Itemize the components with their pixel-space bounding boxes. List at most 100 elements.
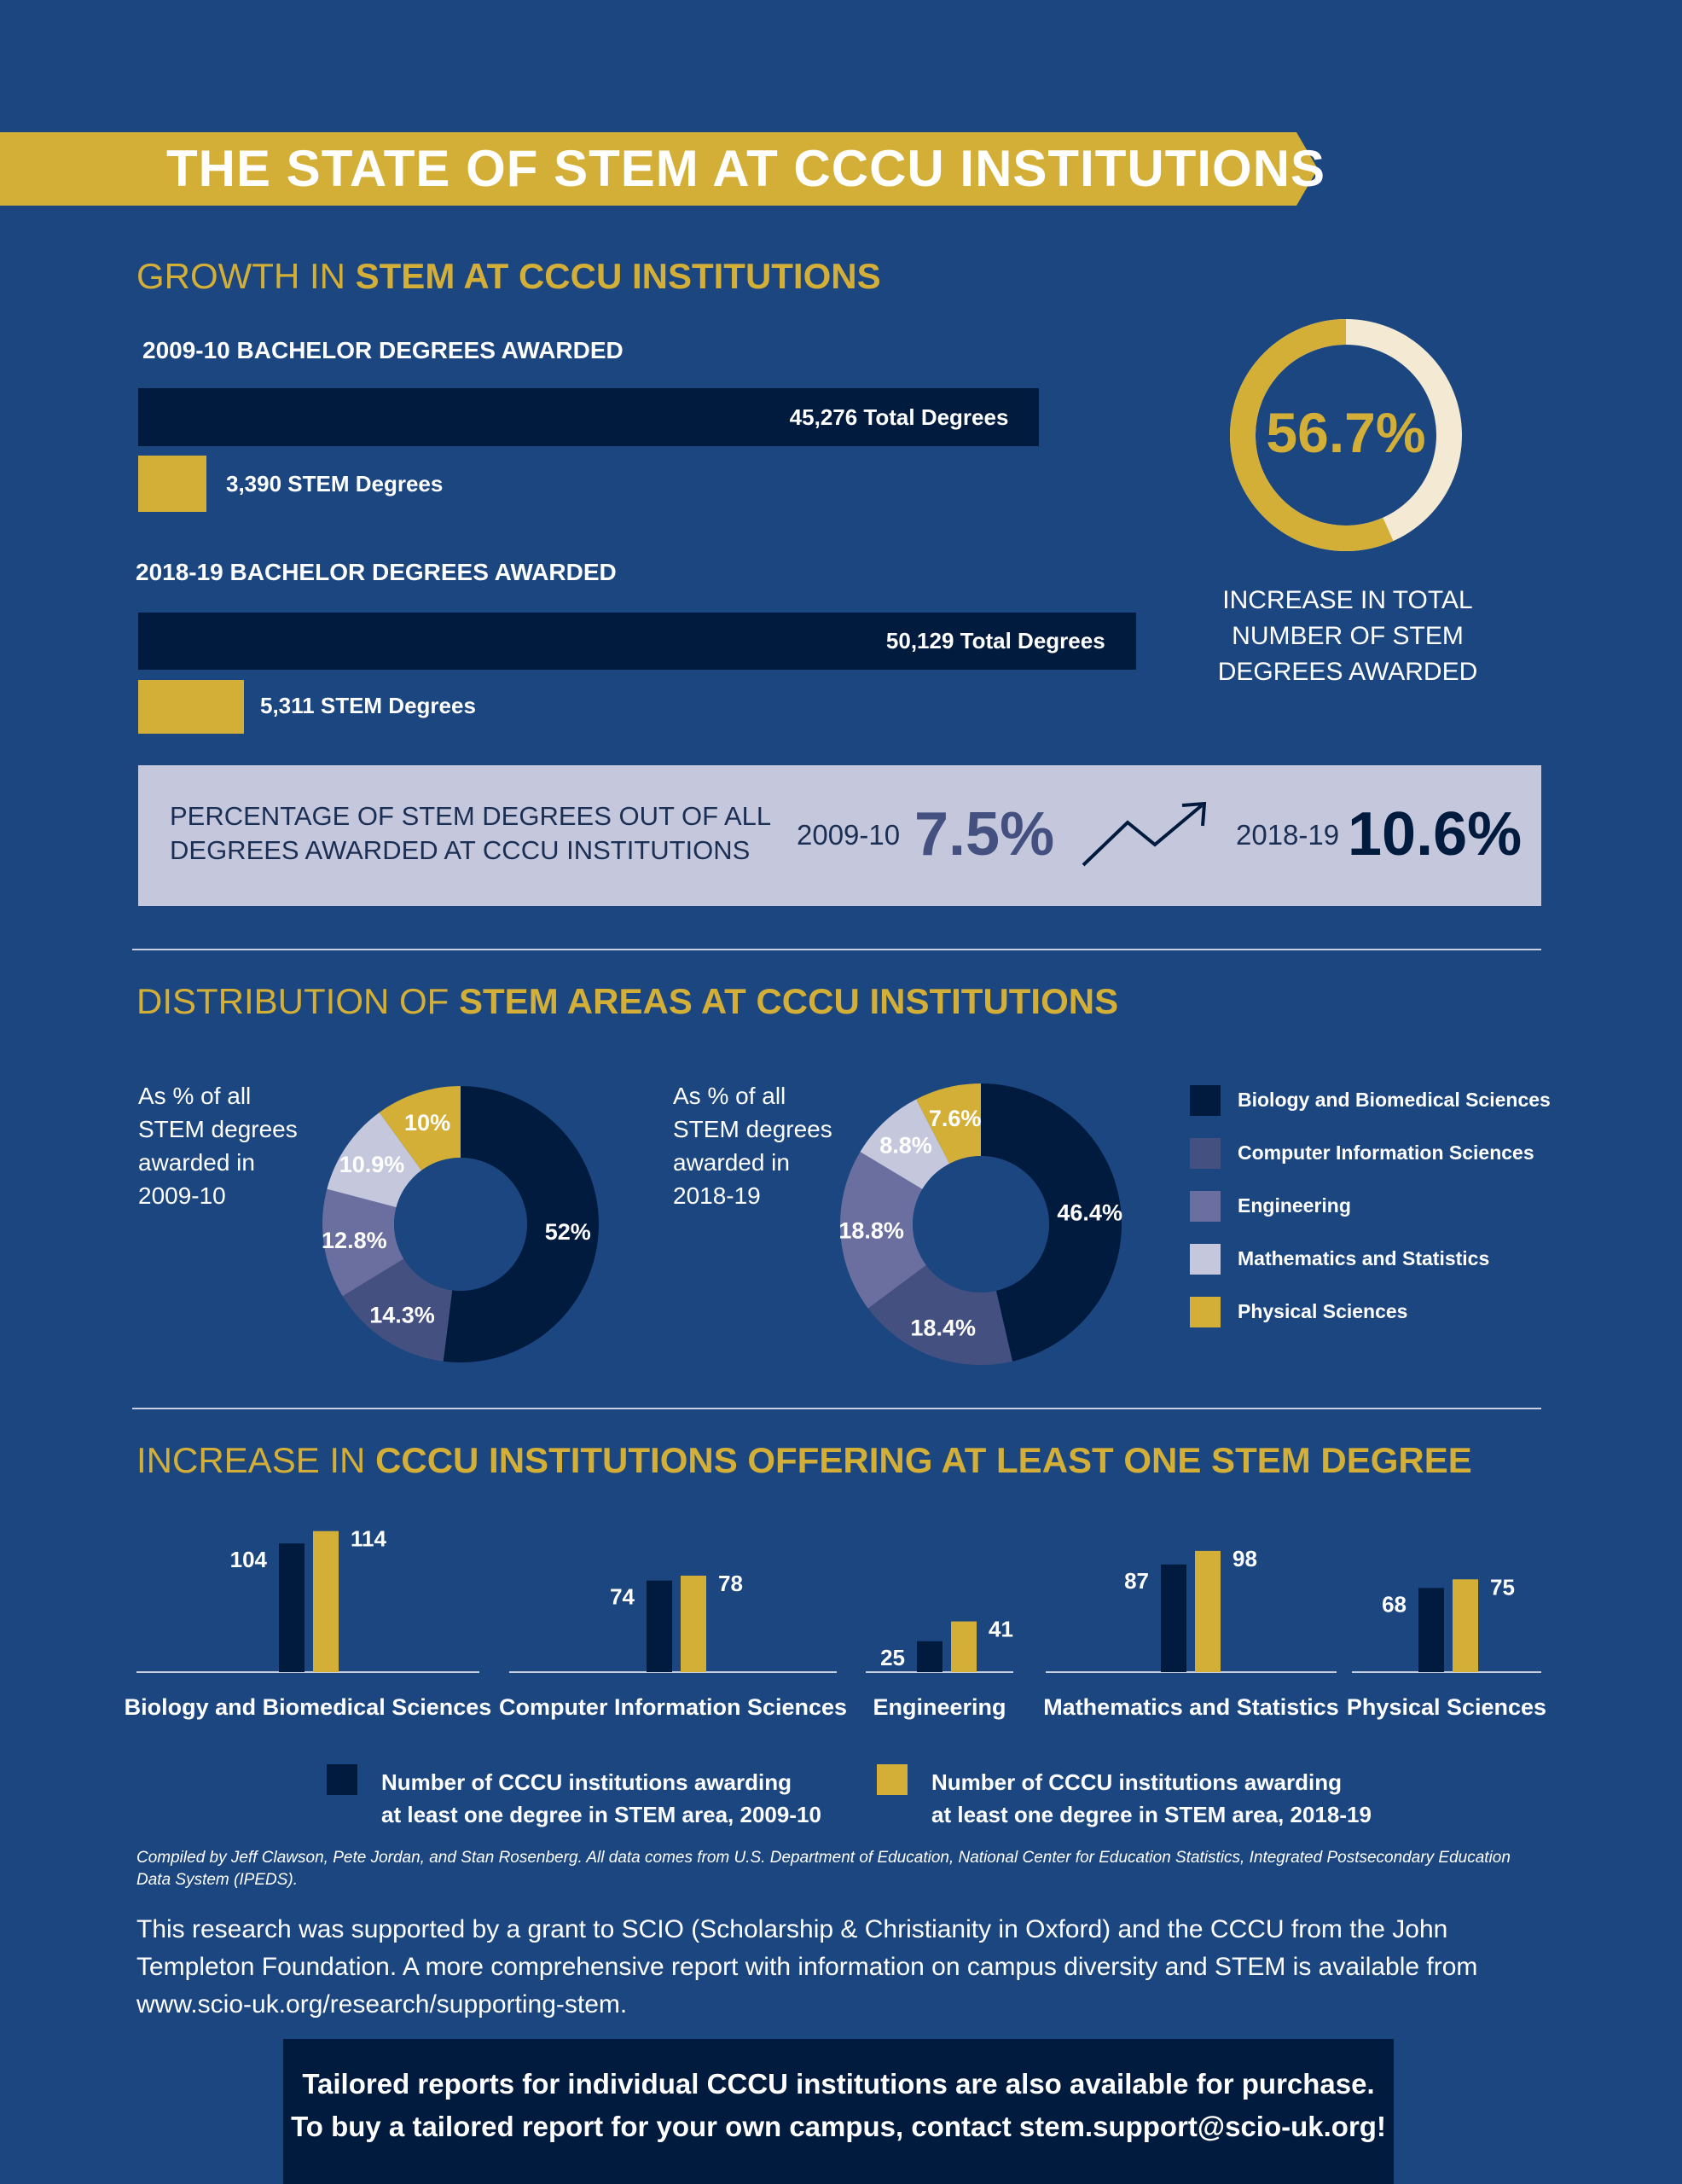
donut-slice-label: 10%	[404, 1110, 450, 1136]
donut-slice-label: 7.6%	[929, 1106, 982, 1131]
donut-slice-label: 46.4%	[1057, 1199, 1122, 1225]
institutions-heading-prefix: INCREASE IN	[136, 1440, 366, 1480]
bar-2009	[1161, 1564, 1186, 1672]
donut2-note-line: 2018-19	[673, 1182, 761, 1209]
donut-slice	[981, 1083, 1122, 1362]
increase-ring: 56.7%	[1230, 319, 1462, 551]
legend-2009-line1: Number of CCCU institutions awarding	[381, 1769, 792, 1795]
category-label: Engineering	[873, 1694, 1006, 1720]
legend-swatch	[1190, 1297, 1221, 1327]
bar-2018	[951, 1621, 977, 1672]
bar-2018	[1195, 1550, 1221, 1672]
percentage-label: PERCENTAGE OF STEM DEGREES OUT OF ALL DE…	[170, 799, 771, 868]
bar-stem-2018-label: 5,311 STEM Degrees	[260, 693, 476, 718]
donut-slice-label: 8.8%	[879, 1132, 932, 1158]
bar-total-2018: 50,129 Total Degrees	[138, 613, 1136, 670]
cta-box: Tailored reports for individual CCCU ins…	[283, 2039, 1394, 2184]
legend-label: Physical Sciences	[1238, 1300, 1408, 1322]
increase-pct: 56.7%	[1266, 401, 1425, 464]
bar-value-2009: 68	[1382, 1591, 1406, 1617]
bar-stem-2018	[138, 680, 244, 734]
bar-value-2009: 74	[610, 1584, 635, 1610]
bar-value-2009: 25	[880, 1645, 905, 1670]
legend-swatch-2018	[877, 1764, 908, 1795]
percentage-box: PERCENTAGE OF STEM DEGREES OUT OF ALL DE…	[138, 765, 1541, 906]
donut2-note-line: As % of all	[673, 1083, 786, 1109]
bar-2018	[1453, 1579, 1478, 1672]
legend-label-2009: Number of CCCU institutions awarding at …	[381, 1766, 821, 1831]
bar-value-2018: 114	[351, 1526, 386, 1552]
distribution-heading-bold: STEM AREAS AT CCCU INSTITUTIONS	[459, 981, 1119, 1021]
donut2-note: As % of all STEM degrees awarded in 2018…	[673, 1079, 832, 1212]
institutions-bar-chart: 104 114 Biology and Biomedical Sciences 74 7…	[125, 1526, 1546, 1720]
legend-swatch	[1190, 1244, 1221, 1275]
banner-shape	[0, 132, 1318, 206]
category-label: Physical Sciences	[1347, 1694, 1546, 1720]
footnote: Compiled by Jeff Clawson, Pete Jordan, a…	[136, 1849, 1511, 1889]
legend-swatch	[1190, 1085, 1221, 1116]
donut-2009: 52% 14.3% 12.8% 10.9% 10%	[322, 1086, 599, 1362]
legend-swatch	[1190, 1138, 1221, 1169]
growth-heading-prefix: GROWTH IN	[136, 256, 345, 296]
legend-2009-line2: at least one degree in STEM area, 2009-1…	[381, 1802, 821, 1827]
legend-swatch	[1190, 1191, 1221, 1222]
legend-label-2018: Number of CCCU institutions awarding at …	[931, 1766, 1372, 1831]
bar-stem-2009	[138, 456, 206, 512]
donut1-note-line: STEM degrees	[138, 1116, 298, 1142]
category-label: Computer Information Sciences	[499, 1694, 847, 1720]
cta-line1: Tailored reports for individual CCCU ins…	[302, 2068, 1375, 2100]
category-label: Biology and Biomedical Sciences	[125, 1694, 492, 1720]
donut-slice	[327, 1112, 422, 1208]
donut-slice	[322, 1188, 404, 1297]
bar-stem-2009-label: 3,390 STEM Degrees	[226, 471, 444, 497]
support-link[interactable]: www.scio-uk.org/research/supporting-stem…	[136, 1990, 628, 2018]
support-line2: Templeton Foundation. A more comprehensi…	[136, 1953, 1478, 1981]
bar-value-2009: 87	[1124, 1568, 1149, 1594]
bar-total-2009-label: 45,276 Total Degrees	[789, 404, 1009, 430]
legend-swatch-2009	[327, 1764, 357, 1795]
year2-pct-label: 2018-19	[1236, 819, 1340, 851]
legend-label: Mathematics and Statistics	[1238, 1247, 1490, 1269]
institutions-heading: INCREASE IN CCCU INSTITUTIONS OFFERING A…	[136, 1440, 1472, 1481]
donut-hole	[394, 1158, 527, 1291]
bar-value-2009: 104	[230, 1547, 268, 1572]
donut1-note-line: awarded in	[138, 1149, 255, 1176]
donut1-note-line: As % of all	[138, 1083, 252, 1109]
support-text: This research was supported by a grant t…	[136, 1911, 1586, 2024]
year1-pct-value: 7.5%	[914, 800, 1055, 868]
legend-label: Engineering	[1238, 1194, 1351, 1217]
increase-caption: INCREASE IN TOTAL NUMBER OF STEM DEGREES…	[1177, 583, 1518, 690]
donut-slice-label: 18.8%	[838, 1217, 904, 1243]
bar-2018	[681, 1575, 706, 1672]
legend-2018-line2: at least one degree in STEM area, 2018-1…	[931, 1802, 1372, 1827]
donut-slice	[379, 1086, 461, 1170]
donut-slice-label: 18.4%	[910, 1316, 976, 1341]
year2-pct-value: 10.6%	[1348, 800, 1522, 868]
percentage-label-line1: PERCENTAGE OF STEM DEGREES OUT OF ALL	[170, 801, 772, 831]
donut1-note-line: 2009-10	[138, 1182, 226, 1209]
donut-hole	[913, 1156, 1049, 1292]
divider-1	[132, 949, 1541, 950]
distribution-heading: DISTRIBUTION OF STEM AREAS AT CCCU INSTI…	[136, 981, 1118, 1022]
growth-heading: GROWTH IN STEM AT CCCU INSTITUTIONS	[136, 256, 881, 297]
bar-total-2018-label: 50,129 Total Degrees	[885, 628, 1105, 653]
legend-label: Biology and Biomedical Sciences	[1238, 1089, 1551, 1111]
bar-2009	[279, 1543, 304, 1672]
category-label: Mathematics and Statistics	[1043, 1694, 1339, 1720]
increase-caption-line3: DEGREES AWARDED	[1217, 658, 1478, 686]
bar-value-2018: 41	[989, 1617, 1013, 1642]
distribution-heading-prefix: DISTRIBUTION OF	[136, 981, 450, 1021]
page-title: THE STATE OF STEM AT CCCU INSTITUTIONS	[166, 140, 1326, 197]
cta-line2[interactable]: To buy a tailored report for your own ca…	[291, 2111, 1386, 2142]
increase-caption-line1: INCREASE IN TOTAL	[1222, 586, 1473, 614]
year1-pct-label: 2009-10	[797, 819, 901, 851]
bar-2009	[647, 1580, 672, 1672]
donut-slice	[867, 1264, 1013, 1365]
donut-slice	[342, 1258, 453, 1362]
bar-2009	[917, 1641, 942, 1672]
donut-slice-label: 52%	[545, 1219, 591, 1245]
legend-2018-line1: Number of CCCU institutions awarding	[931, 1769, 1342, 1795]
donut-2018: 46.4% 18.4% 18.8% 8.8%7.6%	[838, 1083, 1122, 1365]
institutions-heading-bold: CCCU INSTITUTIONS OFFERING AT LEAST ONE …	[375, 1440, 1472, 1480]
title-banner: THE STATE OF STEM AT CCCU INSTITUTIONS	[0, 132, 1325, 206]
